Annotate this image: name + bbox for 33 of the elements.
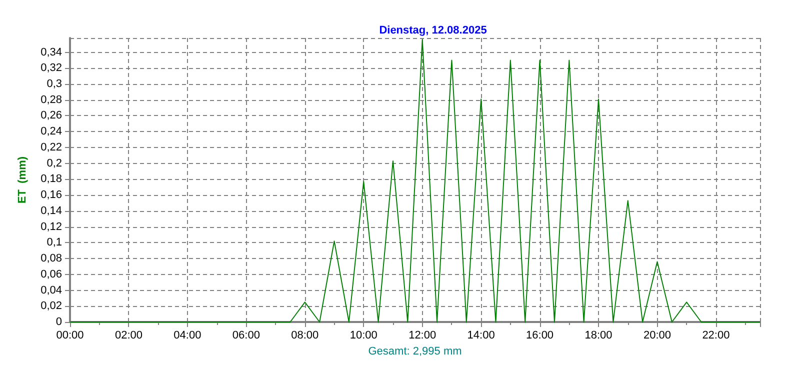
x-tick-label: 18:00 <box>584 330 612 342</box>
y-tick-label: 0,22 <box>40 141 62 154</box>
y-tick-label: 0,2 <box>46 157 62 170</box>
y-tick-label: 0,16 <box>40 189 62 202</box>
x-tick-label: 14:00 <box>467 330 495 342</box>
x-tick-label: 00:00 <box>56 330 84 342</box>
y-tick-label: 0,32 <box>40 62 62 74</box>
y-tick-label: 0,34 <box>40 46 62 58</box>
y-tick-label: 0,06 <box>40 268 62 280</box>
x-tick-label: 06:00 <box>232 330 260 342</box>
y-tick-label: 0,26 <box>40 110 62 122</box>
y-tick-label: 0 <box>56 316 62 328</box>
x-tick-label: 04:00 <box>174 330 202 342</box>
y-tick-label: 0,3 <box>46 78 62 90</box>
y-tick-label: 0,18 <box>40 173 62 186</box>
x-tick-label: 22:00 <box>702 330 730 342</box>
x-tick-label: 08:00 <box>291 330 319 342</box>
y-tick-label: 0,24 <box>40 126 62 138</box>
y-tick-label: 0,1 <box>46 236 62 249</box>
y-tick-label: 0,28 <box>40 94 62 106</box>
x-axis-title: Gesamt: 2,995 mm <box>368 345 462 358</box>
y-tick-label: 0,12 <box>40 220 62 233</box>
x-tick-label: 02:00 <box>114 330 142 342</box>
x-tick-label: 12:00 <box>408 330 436 342</box>
y-tick-label: 0,02 <box>40 300 62 312</box>
x-tick-label: 10:00 <box>350 330 378 342</box>
y-tick-label: 0,04 <box>40 284 62 296</box>
x-tick-label: 20:00 <box>643 330 671 342</box>
y-tick-label: 0,14 <box>40 204 62 217</box>
chart-title: Dienstag, 12.08.2025 <box>379 24 487 36</box>
x-tick-label: 16:00 <box>526 330 554 342</box>
y-tick-label: 0,08 <box>40 252 62 265</box>
y-axis-title: ET (mm) <box>16 156 28 204</box>
